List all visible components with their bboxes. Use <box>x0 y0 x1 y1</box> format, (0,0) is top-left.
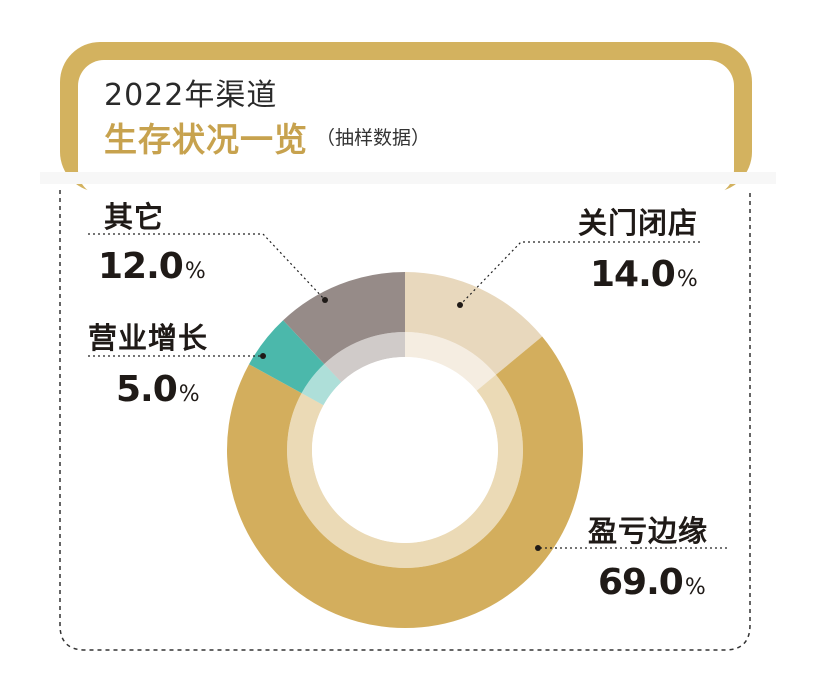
donut-inner-slice-closed <box>405 332 496 391</box>
donut-slice-growth <box>249 320 325 394</box>
donut-inner-slice-margin <box>287 374 523 568</box>
frame-band <box>40 172 776 184</box>
leader-dots <box>260 297 541 551</box>
label-growth: 营业增长 <box>88 321 209 355</box>
donut-slice-other <box>283 272 405 364</box>
label-margin: 盈亏边缘 <box>588 514 709 548</box>
dashed-border <box>59 190 751 651</box>
value-growth-unit: % <box>178 382 200 407</box>
value-closed-unit: % <box>676 267 698 292</box>
value-growth: 5.0% <box>116 369 200 410</box>
value-other-number: 12.0 <box>98 246 184 287</box>
leader-dot-other <box>322 297 328 303</box>
leader-lines <box>88 233 727 549</box>
donut-slice-closed <box>405 272 543 375</box>
frame-inner <box>78 60 734 196</box>
label-other: 其它 <box>104 200 165 234</box>
leader-dot-margin <box>535 545 541 551</box>
value-other-unit: % <box>184 259 206 284</box>
value-margin: 69.0% <box>598 562 706 603</box>
donut-inner-slice-other <box>324 332 405 383</box>
value-closed-number: 14.0 <box>590 254 676 295</box>
value-growth-number: 5.0 <box>116 369 178 410</box>
value-margin-unit: % <box>684 575 706 600</box>
value-margin-number: 69.0 <box>598 562 684 603</box>
label-closed: 关门闭店 <box>578 206 699 240</box>
leader-dot-closed <box>457 302 463 308</box>
donut-inner-slice-growth <box>301 363 342 406</box>
donut-slice-margin <box>226 336 584 629</box>
donut-hole <box>312 357 498 543</box>
leader-dot-growth <box>260 353 266 359</box>
chart-title-note: （抽样数据） <box>316 127 431 149</box>
chart-title-line1: 2022年渠道 <box>104 78 278 113</box>
chart-title-line2: 生存状况一览 <box>104 120 308 159</box>
leader-line-other <box>88 233 326 301</box>
donut-chart <box>226 272 584 629</box>
value-closed: 14.0% <box>590 254 698 295</box>
value-other: 12.0% <box>98 246 206 287</box>
